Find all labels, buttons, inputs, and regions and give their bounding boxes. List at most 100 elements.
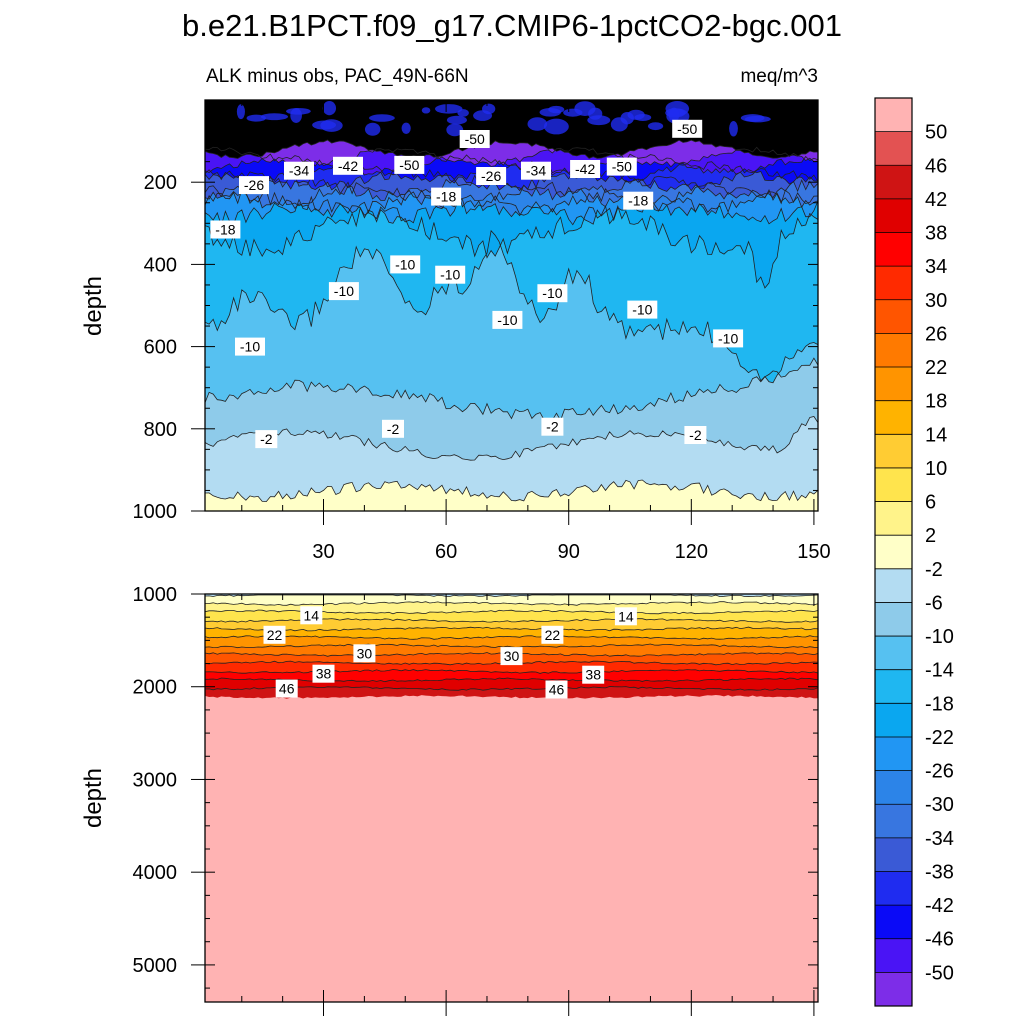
- colorbar-label: 38: [925, 223, 947, 245]
- upper-contour-label-text: -18: [436, 189, 456, 205]
- x-tick-label: 120: [675, 541, 708, 563]
- lower-contour-label-text: 14: [618, 608, 634, 624]
- upper-contour-label-text: -2: [546, 419, 559, 435]
- upper-surface-patch: [668, 107, 680, 122]
- y-tick-label: 400: [144, 254, 177, 276]
- lower-contour-label: 30: [353, 644, 376, 663]
- upper-surface-patch: [527, 117, 548, 131]
- lower-contour-label: 38: [312, 664, 335, 683]
- upper-contour-fills: [205, 100, 818, 511]
- colorbar-swatch: [875, 703, 912, 738]
- colorbar-label: -6: [925, 592, 943, 614]
- upper-contour-label-text: -10: [718, 330, 738, 346]
- colorbar-swatch: [875, 736, 912, 771]
- colorbar-swatch: [875, 467, 912, 502]
- upper-contour-label-box: [333, 156, 363, 175]
- upper-contour-label: -10: [390, 255, 421, 274]
- colorbar-label: -38: [925, 861, 954, 883]
- upper-surface-patch: [473, 110, 493, 121]
- upper-contour-label-box: [541, 417, 564, 436]
- upper-contour-label-box: [431, 187, 462, 206]
- upper-surface-patch: [446, 115, 467, 125]
- upper-contour-label: -18: [623, 191, 654, 210]
- upper-y-axis-title: depth: [80, 276, 107, 336]
- colorbar-label: 34: [925, 256, 947, 278]
- upper-contour-label-box: [382, 419, 404, 438]
- upper-contour-label: -34: [521, 161, 551, 180]
- lower-contour-label: 22: [541, 625, 564, 644]
- upper-contour-label: -10: [435, 265, 466, 284]
- upper-surface-patch: [260, 113, 289, 121]
- upper-surface-patch: [729, 121, 738, 137]
- y-tick-label: 1000: [133, 584, 178, 606]
- lower-contour-line: [205, 686, 818, 691]
- colorbar-swatch: [875, 602, 912, 637]
- colorbar-label: -26: [925, 761, 954, 783]
- upper-surface-patch: [236, 104, 245, 120]
- lower-contour-label: 14: [300, 606, 323, 625]
- lower-contour-label-box: [545, 680, 568, 699]
- upper-contour-label-box: [459, 130, 490, 148]
- upper-contour-label: -42: [333, 156, 363, 175]
- upper-surface-patch: [286, 107, 311, 115]
- lower-contour-label-text: 30: [357, 645, 373, 661]
- upper-contour-label-text: -50: [612, 159, 632, 175]
- lower-contour-line: [205, 635, 818, 640]
- upper-contour-line: [205, 204, 818, 289]
- upper-contour-label: -34: [284, 161, 314, 180]
- upper-surface-patch: [369, 114, 395, 122]
- upper-contour-label-box: [713, 329, 744, 348]
- upper-contour-label: -2: [255, 430, 278, 449]
- upper-contour-line: [205, 195, 818, 227]
- lower-contour-label-text: 22: [267, 627, 283, 643]
- colorbar-label: 14: [925, 424, 947, 446]
- y-tick-label: 2000: [133, 677, 178, 699]
- upper-surface-patch: [543, 118, 569, 135]
- panel-subtitle: ALK minus obs, PAC_49N-66N: [206, 66, 469, 87]
- y-tick-label: 200: [144, 172, 177, 194]
- upper-contour-label: -2: [382, 419, 404, 438]
- upper-contour-label: -26: [476, 167, 507, 185]
- upper-surface-patch: [322, 101, 337, 116]
- upper-contour-label-text: -26: [244, 177, 264, 193]
- upper-surface-patch: [312, 120, 337, 130]
- chart-title: b.e21.B1PCT.f09_g17.CMIP6-1pctCO2-bgc.00…: [182, 8, 842, 43]
- upper-contour-label-text: -10: [542, 285, 562, 301]
- upper-contour-label-box: [606, 157, 637, 176]
- colorbar-label: 26: [925, 323, 947, 345]
- colorbar-swatch: [875, 938, 912, 973]
- colorbar-swatch: [875, 669, 912, 704]
- upper-contour-label-text: -42: [338, 158, 358, 174]
- upper-contour-label-text: -18: [215, 222, 235, 238]
- colorbar-label: -14: [925, 660, 954, 682]
- colorbar-label: -10: [925, 626, 954, 648]
- upper-contour-label: -42: [570, 160, 601, 178]
- upper-surface-patch: [587, 115, 611, 126]
- upper-contour-label: -2: [541, 417, 564, 436]
- upper-contour-label: -18: [431, 187, 462, 206]
- upper-contour-label-text: -10: [395, 256, 415, 272]
- upper-contour-label-box: [435, 265, 466, 284]
- colorbar-swatch: [875, 131, 912, 166]
- upper-surface-patch: [634, 113, 652, 122]
- colorbar-label: -18: [925, 693, 954, 715]
- lower-contour-line: [205, 594, 818, 598]
- colorbar-swatch: [875, 266, 912, 301]
- lower-contour-line: [205, 643, 818, 649]
- upper-contour-label-text: -10: [440, 267, 460, 283]
- lower-contour-label-box: [541, 625, 564, 644]
- upper-contour-label: -10: [537, 284, 568, 303]
- upper-surface-patch: [539, 107, 562, 117]
- colorbar-frame: [874, 97, 913, 1007]
- upper-contour-label-box: [328, 282, 359, 301]
- upper-contour-label-text: -26: [481, 168, 501, 184]
- upper-contour-label-text: -10: [632, 302, 652, 318]
- y-tick-label: 4000: [133, 862, 178, 884]
- upper-surface-patch: [421, 107, 431, 114]
- colorbar-swatch: [875, 232, 912, 267]
- upper-contour-label-text: -50: [465, 131, 485, 147]
- lower-contour-label-box: [500, 647, 523, 666]
- upper-contour-label: -10: [492, 310, 523, 329]
- upper-contour-line: [205, 174, 818, 201]
